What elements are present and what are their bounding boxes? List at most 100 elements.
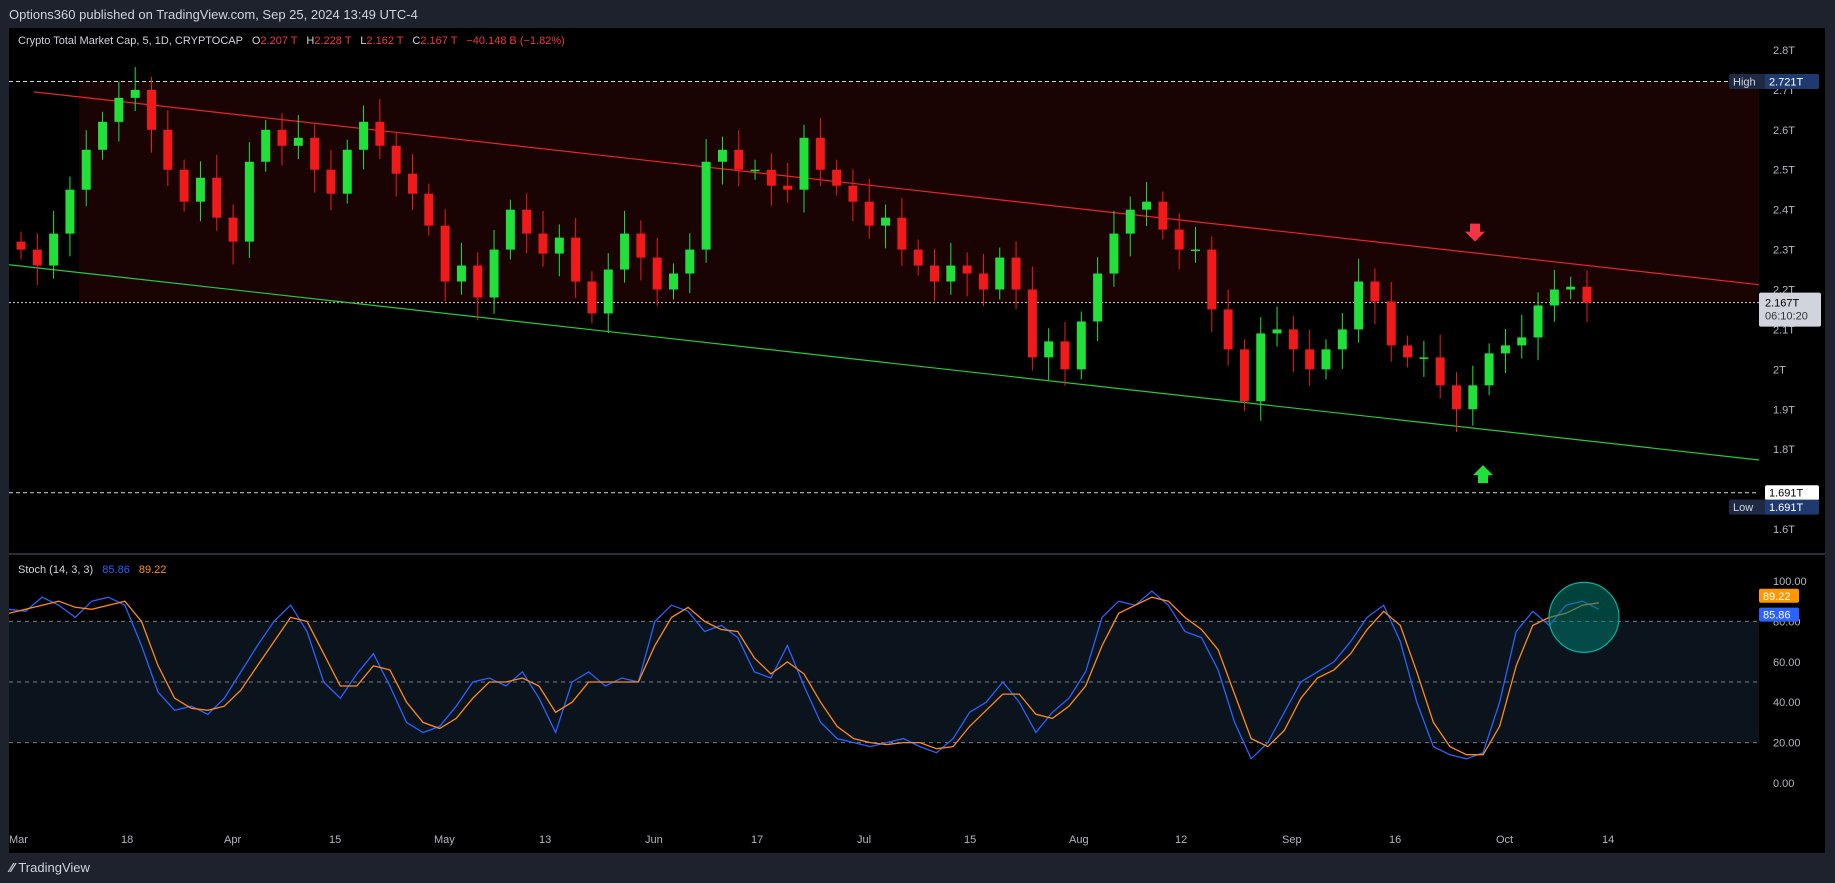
candle-body[interactable] xyxy=(277,129,287,146)
candle-body[interactable] xyxy=(1500,345,1510,354)
candle-body[interactable] xyxy=(1452,385,1461,410)
candle-body[interactable] xyxy=(1060,341,1070,370)
candle-body[interactable] xyxy=(571,237,581,282)
candle-body[interactable] xyxy=(1566,286,1576,290)
candle-body[interactable] xyxy=(864,201,874,226)
candle-body[interactable] xyxy=(962,265,972,274)
candle-body[interactable] xyxy=(995,257,1005,290)
candle-body[interactable] xyxy=(244,161,254,242)
candle-body[interactable] xyxy=(1044,341,1054,358)
candle-body[interactable] xyxy=(1158,201,1168,230)
candle-body[interactable] xyxy=(1582,286,1592,303)
candle-body[interactable] xyxy=(620,233,630,270)
candle-body[interactable] xyxy=(1305,349,1315,370)
candle-body[interactable] xyxy=(114,97,124,122)
candle-body[interactable] xyxy=(538,233,548,254)
candle-body[interactable] xyxy=(701,161,711,250)
candle-body[interactable] xyxy=(1468,385,1478,410)
candle-body[interactable] xyxy=(1533,305,1543,338)
candle-body[interactable] xyxy=(391,145,401,174)
candle-body[interactable] xyxy=(832,169,842,186)
candle-body[interactable] xyxy=(1125,209,1135,234)
candle-body[interactable] xyxy=(1419,357,1429,359)
candle-body[interactable] xyxy=(81,149,91,190)
candle-body[interactable] xyxy=(310,137,320,170)
candle-body[interactable] xyxy=(1370,281,1380,302)
candle-body[interactable] xyxy=(1256,333,1266,402)
candle-body[interactable] xyxy=(636,233,646,258)
candle-body[interactable] xyxy=(375,121,385,146)
candle-body[interactable] xyxy=(1288,329,1298,350)
candle-body[interactable] xyxy=(603,269,613,314)
candle-body[interactable] xyxy=(1337,329,1347,350)
candle-body[interactable] xyxy=(1076,321,1086,370)
candle-body[interactable] xyxy=(473,265,483,298)
candle-body[interactable] xyxy=(1027,289,1037,358)
candle-body[interactable] xyxy=(913,249,923,266)
candle-body[interactable] xyxy=(408,173,417,194)
chart-area[interactable]: 1.6T1.7T1.8T1.9T2T2.1T2.2T2.3T2.4T2.5T2.… xyxy=(9,28,1825,853)
candle-body[interactable] xyxy=(734,149,744,170)
candle-body[interactable] xyxy=(212,177,222,218)
candle-body[interactable] xyxy=(1093,273,1103,322)
candle-body[interactable] xyxy=(49,233,59,266)
candle-body[interactable] xyxy=(554,237,564,254)
candle-body[interactable] xyxy=(1435,357,1445,386)
candle-body[interactable] xyxy=(1403,345,1413,358)
candle-body[interactable] xyxy=(163,129,173,170)
candle-body[interactable] xyxy=(130,89,140,98)
candle-body[interactable] xyxy=(1223,309,1233,350)
candle-body[interactable] xyxy=(1207,249,1217,310)
candle-body[interactable] xyxy=(505,209,515,250)
candle-body[interactable] xyxy=(98,121,108,150)
candle-body[interactable] xyxy=(147,89,156,130)
x-tick-label: Oct xyxy=(1496,834,1513,846)
candle-body[interactable] xyxy=(456,265,466,282)
candle-body[interactable] xyxy=(1386,301,1396,346)
candle-body[interactable] xyxy=(783,185,793,190)
candle-body[interactable] xyxy=(1142,201,1152,210)
candle-body[interactable] xyxy=(815,137,825,170)
candle-body[interactable] xyxy=(652,257,662,290)
candle-body[interactable] xyxy=(179,169,189,202)
candle-body[interactable] xyxy=(1354,281,1364,330)
candle-body[interactable] xyxy=(342,149,352,194)
candle-body[interactable] xyxy=(897,217,907,250)
candle-body[interactable] xyxy=(1191,249,1200,252)
candle-body[interactable] xyxy=(750,169,760,172)
candle-body[interactable] xyxy=(326,169,336,194)
candle-body[interactable] xyxy=(1011,257,1021,290)
candle-body[interactable] xyxy=(261,129,271,162)
candle-body[interactable] xyxy=(946,265,956,282)
candle-body[interactable] xyxy=(799,137,809,190)
candle-body[interactable] xyxy=(848,185,858,202)
candle-body[interactable] xyxy=(1549,289,1559,306)
candle-body[interactable] xyxy=(522,209,532,234)
candle-body[interactable] xyxy=(1484,353,1494,386)
candle-body[interactable] xyxy=(32,249,42,266)
candle-body[interactable] xyxy=(717,149,727,162)
candle-body[interactable] xyxy=(1174,229,1184,250)
candle-body[interactable] xyxy=(195,177,205,202)
candle-body[interactable] xyxy=(65,189,75,234)
candle-body[interactable] xyxy=(881,217,891,226)
candle-body[interactable] xyxy=(489,249,499,298)
candle-body[interactable] xyxy=(978,273,988,290)
candle-body[interactable] xyxy=(1239,349,1249,402)
candle-body[interactable] xyxy=(359,121,369,150)
candle-body[interactable] xyxy=(766,169,776,186)
candle-body[interactable] xyxy=(293,137,303,146)
candle-body[interactable] xyxy=(685,249,695,274)
chart-svg[interactable]: 1.6T1.7T1.8T1.9T2T2.1T2.2T2.3T2.4T2.5T2.… xyxy=(9,28,1825,853)
candle-body[interactable] xyxy=(424,193,434,226)
candle-body[interactable] xyxy=(669,273,678,290)
candle-body[interactable] xyxy=(930,265,939,282)
candle-body[interactable] xyxy=(1109,233,1119,274)
candle-body[interactable] xyxy=(228,217,238,242)
candle-body[interactable] xyxy=(1321,349,1331,370)
candle-body[interactable] xyxy=(1517,337,1527,346)
candle-body[interactable] xyxy=(1272,329,1282,334)
candle-body[interactable] xyxy=(440,225,450,282)
candle-body[interactable] xyxy=(16,241,26,250)
candle-body[interactable] xyxy=(587,281,597,314)
